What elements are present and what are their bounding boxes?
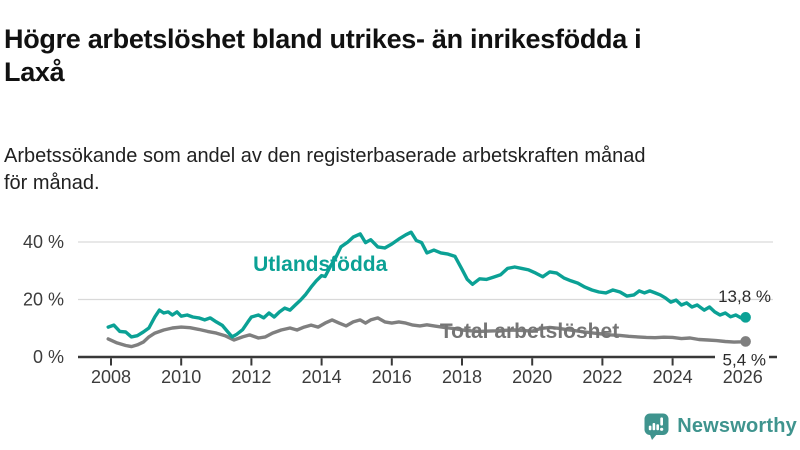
title-line-1: Högre arbetslöshet bland utrikes- än inr… bbox=[4, 24, 642, 55]
series-line-utlandsf-dda bbox=[106, 230, 748, 339]
x-axis-label-2016: 2016 bbox=[372, 367, 412, 387]
chart-subtitle: Arbetssökande som andel av den registerb… bbox=[4, 143, 784, 197]
y-axis-label-20: 20 % bbox=[23, 290, 64, 310]
series-line-total-arbetsl-shet bbox=[106, 316, 748, 349]
series-label-utlandsf-dda: Utlandsfödda bbox=[253, 253, 387, 276]
x-axis-label-2012: 2012 bbox=[231, 367, 271, 387]
end-value-label-total-arbetsl-shet: 5,4 % bbox=[723, 351, 766, 370]
x-axis-label-2014: 2014 bbox=[302, 367, 342, 387]
newsworthy-bubble-barchart-icon bbox=[644, 413, 669, 440]
page-title: Högre arbetslöshet bland utrikes- än inr… bbox=[4, 23, 798, 89]
x-axis-label-2010: 2010 bbox=[161, 367, 201, 387]
x-axis-label-2024: 2024 bbox=[653, 367, 693, 387]
series-label-total-arbetsl-shet: Total arbetslöshet bbox=[440, 320, 619, 343]
y-axis-label-40: 40 % bbox=[23, 232, 64, 252]
y-axis-label-0: 0 % bbox=[33, 347, 64, 367]
title-line-2: Laxå bbox=[4, 57, 65, 88]
end-value-label-utlandsf-dda: 13,8 % bbox=[718, 287, 771, 306]
newsworthy-logo-text: Newsworthy bbox=[677, 415, 797, 437]
x-axis-label-2018: 2018 bbox=[442, 367, 482, 387]
x-axis-label-2026: 2026 bbox=[723, 367, 763, 387]
x-axis-label-2020: 2020 bbox=[512, 367, 552, 387]
x-axis-label-2022: 2022 bbox=[582, 367, 622, 387]
subtitle-line-1: Arbetssökande som andel av den registerb… bbox=[4, 145, 646, 167]
end-point-dot-total-arbetsl-shet bbox=[740, 336, 751, 347]
end-label-backdrop bbox=[715, 351, 769, 368]
newsworthy-logo[interactable]: Newsworthy bbox=[644, 413, 797, 440]
end-point-dot-utlandsf-dda bbox=[740, 312, 751, 323]
subtitle-line-2: för månad. bbox=[4, 172, 100, 194]
x-axis-label-2008: 2008 bbox=[91, 367, 131, 387]
